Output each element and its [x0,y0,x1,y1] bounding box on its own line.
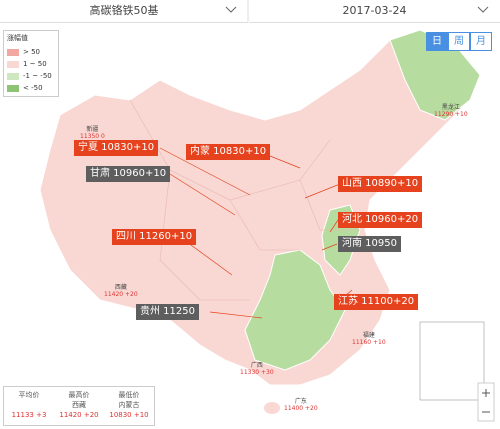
callout: 河南 10950 [338,236,401,252]
callout: 山西 10890+10 [338,176,423,192]
legend-title: 涨幅值 [7,34,28,42]
tab[interactable]: 月 [470,32,492,51]
place-label: 广东 11400 +20 [284,398,318,412]
legend-item: < -50 [23,84,43,92]
zoom-control[interactable] [477,382,495,422]
date-select[interactable]: 2017-03-24 [249,0,500,23]
dropdown-arrow[interactable] [477,6,489,13]
stat-value: 10830 +10 [109,411,149,419]
callout: 河北 10960+20 [338,212,423,228]
place-value: 11350 0 [80,133,105,140]
product-select[interactable]: 高碳铬铁50基 [0,0,248,23]
stat-value: 11133 +3 [11,411,47,419]
south-sea-inset [419,321,485,401]
place-label: 新疆 11350 0 [80,126,105,140]
place-name: 福建 [362,332,375,339]
callout: 贵州 11250 [136,304,199,320]
callout: 宁夏 10830+10 [74,140,159,156]
stat-label: 最低价 [118,391,140,399]
legend-item: -1 ~ -50 [23,72,52,80]
callout: 内蒙 10830+10 [186,144,271,160]
place-name: 广东 [294,398,307,405]
region-green [244,249,346,371]
tab[interactable]: 周 [448,32,470,51]
dropdown-arrow[interactable] [225,6,237,13]
place-label: 黑龙江 11290 +10 [434,104,468,118]
place-name: 西藏 [114,284,127,291]
period-tabs: 日 周 月 [426,32,492,51]
place-value: 11330 +30 [240,369,274,376]
place-value: 11420 +20 [104,291,138,298]
tab[interactable]: 日 [426,32,448,51]
place-name: 广西 [250,362,263,369]
place-name: 黑龙江 [441,104,460,111]
place-label: 西藏 11420 +20 [104,284,138,298]
legend-item: 1 ~ 50 [23,60,47,68]
stat-region: 内蒙古 [118,401,140,409]
price-stats: 平均价 11133 +3 最高价西藏 11420 +20 最低价内蒙古 10830 +… [3,386,155,426]
legend-item: > 50 [23,48,40,56]
stat-label: 平均价 [18,391,40,399]
place-value: 11400 +20 [284,405,318,412]
stat-value: 11420 +20 [59,411,99,419]
hainan [264,402,280,414]
place-value: 11160 +10 [352,339,386,346]
stat-label: 最高价 [68,391,90,399]
callout: 四川 11260+10 [112,229,197,245]
place-label: 广西 11330 +30 [240,362,274,376]
place-label: 福建 11160 +10 [352,332,386,346]
callout: 江苏 11100+20 [334,294,419,310]
place-name: 新疆 [86,126,99,133]
callout: 甘肃 10960+10 [86,166,171,182]
stat-region: 西藏 [72,401,86,409]
legend: 涨幅值 > 50 1 ~ 50 -1 ~ -50 < -50 [3,30,59,97]
place-value: 11290 +10 [434,111,468,118]
